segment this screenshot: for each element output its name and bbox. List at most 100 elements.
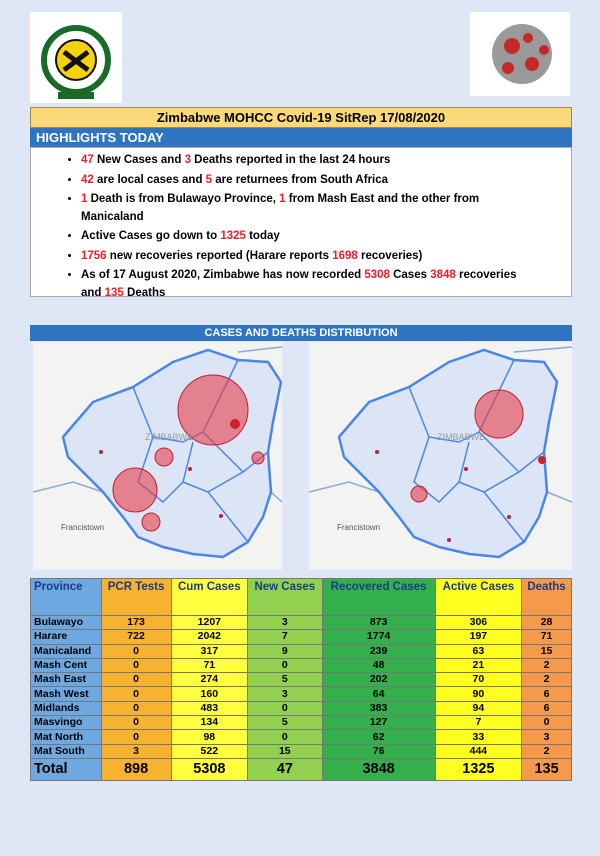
map-label: ZIMBABWE — [437, 432, 485, 442]
highlight-number: 1 — [279, 193, 286, 205]
table-cell: 0 — [100, 729, 172, 745]
highlight-text: New Cases and — [93, 154, 185, 166]
table-cell: 722 — [100, 629, 172, 645]
table-cell: 2 — [521, 672, 572, 688]
table-cell: Manicaland — [30, 643, 102, 659]
table-row: Province PCR Tests Cum Cases New Cases Recov… — [30, 578, 572, 616]
table-cell: 317 — [170, 643, 249, 659]
highlight-text: recoveries) — [357, 249, 423, 262]
table-cell: Harare — [30, 629, 102, 645]
table-row: Total 898 5308 47 3848 1325 135 — [30, 757, 572, 781]
table-cell: 0 — [100, 715, 172, 731]
highlight-number: 1698 — [332, 249, 358, 262]
highlights-heading: HIGHLIGHTS TODAY — [30, 128, 572, 147]
title: Zimbabwe MOHCC Covid-19 SitRep 17/08/202… — [30, 107, 572, 128]
table-cell: 306 — [434, 614, 523, 631]
table-cell: 48 — [321, 657, 436, 674]
table-cell: Deaths — [521, 578, 572, 616]
highlight-text: from Mash East and the other from Manica… — [81, 193, 480, 223]
table-cell: 2042 — [170, 629, 249, 645]
table-row: Mash West 0 160 3 64 90 6 — [30, 686, 572, 702]
highlight-number: 5308 — [364, 269, 390, 281]
table-cell: 2 — [521, 657, 572, 674]
table-cell: 127 — [321, 715, 436, 731]
highlight-item: Active Cases go down to 1325 today — [81, 228, 571, 246]
table-cell: 76 — [321, 743, 436, 759]
table-cell: 2 — [521, 743, 572, 759]
highlight-number: 42 — [81, 173, 94, 186]
logo-art — [41, 25, 111, 99]
table-cell: Mash East — [30, 672, 102, 688]
table-cell: 135 — [521, 757, 572, 781]
highlight-text: recoveries and — [81, 269, 517, 299]
table-cell: 0 — [247, 729, 323, 745]
map-label: Francistown — [337, 523, 380, 532]
table-cell: 0 — [247, 700, 323, 717]
table-cell: 28 — [521, 614, 572, 631]
table-cell: 90 — [434, 686, 523, 702]
table-row: Manicaland 0 317 9 239 63 15 — [30, 643, 572, 659]
table-cell: 197 — [434, 629, 523, 645]
table-cell: Mash West — [30, 686, 102, 702]
highlight-number: 1756 — [81, 249, 107, 262]
table-cell: 0 — [100, 672, 172, 688]
highlight-text: As of 17 August 2020, Zimbabwe has now r… — [81, 269, 365, 281]
table-cell: 98 — [170, 729, 249, 745]
table-cell: 3848 — [321, 757, 436, 781]
table-row: Mash Cent 0 71 0 48 21 2 — [30, 657, 572, 674]
table-cell: 71 — [170, 657, 249, 674]
table-cell: 6 — [521, 686, 572, 702]
table-cell: 5308 — [170, 757, 249, 781]
table-cell: 21 — [434, 657, 523, 674]
table-cell: 0 — [100, 657, 172, 674]
highlight-number: 3 — [184, 154, 191, 166]
highlight-text: are returnees from South Africa — [212, 173, 389, 186]
table-cell: 70 — [434, 672, 523, 688]
highlight-item: 1756 new recoveries reported (Harare rep… — [81, 248, 571, 266]
map-label: ZIMBABWE — [145, 432, 193, 442]
table-cell: 173 — [100, 614, 172, 631]
table-cell: 274 — [170, 672, 249, 688]
table-row: Mat South 3 522 15 76 444 2 — [30, 743, 572, 759]
table-cell: Total — [30, 757, 102, 781]
table-cell: 160 — [170, 686, 249, 702]
table-cell: Mash Cent — [30, 657, 102, 674]
highlight-text: are local cases and — [93, 173, 206, 186]
table-cell: 444 — [434, 743, 523, 759]
table-cell: 3 — [247, 686, 323, 702]
highlights-box: 47 New Cases and 3 Deaths reported in th… — [30, 147, 572, 299]
map: ZIMBABWE Francistown — [309, 342, 572, 570]
table-cell: 202 — [321, 672, 436, 688]
table-cell: 522 — [170, 743, 249, 759]
highlight-text: new recoveries reported (Harare reports — [106, 249, 333, 262]
table-cell: 15 — [247, 743, 323, 759]
table-cell: 0 — [247, 657, 323, 674]
table-row: Midlands 0 483 0 383 94 6 — [30, 700, 572, 717]
virus-art — [492, 24, 552, 84]
table-cell: Mat South — [30, 743, 102, 759]
table-cell: 3 — [100, 743, 172, 759]
table-cell: 483 — [170, 700, 249, 717]
province-table: Province PCR Tests Cum Cases New Cases Recov… — [30, 578, 572, 781]
table-row: Bulawayo 173 1207 3 873 306 28 — [30, 614, 572, 631]
table-cell: 15 — [521, 643, 572, 659]
highlights-list: 47 New Cases and 3 Deaths reported in th… — [31, 152, 571, 302]
highlight-item: 1 Death is from Bulawayo Province, 1 fro… — [81, 191, 571, 226]
table-cell: 0 — [100, 686, 172, 702]
logo — [30, 12, 122, 103]
map: ZIMBABWE Francistown — [33, 342, 282, 570]
table-row: Mat North 0 98 0 62 33 3 — [30, 729, 572, 745]
highlight-text: today — [245, 230, 280, 242]
highlight-number: 135 — [104, 286, 124, 299]
table-cell: PCR Tests — [100, 578, 172, 616]
table-cell: Masvingo — [30, 715, 102, 731]
table-cell: 239 — [321, 643, 436, 659]
table-cell: 5 — [247, 672, 323, 688]
table-cell: 6 — [521, 700, 572, 717]
table-cell: Midlands — [30, 700, 102, 717]
highlight-number: 47 — [81, 154, 94, 166]
map-label: Francistown — [61, 523, 104, 532]
table-row: Masvingo 0 134 5 127 7 0 — [30, 715, 572, 731]
highlight-item: As of 17 August 2020, Zimbabwe has now r… — [81, 267, 571, 302]
